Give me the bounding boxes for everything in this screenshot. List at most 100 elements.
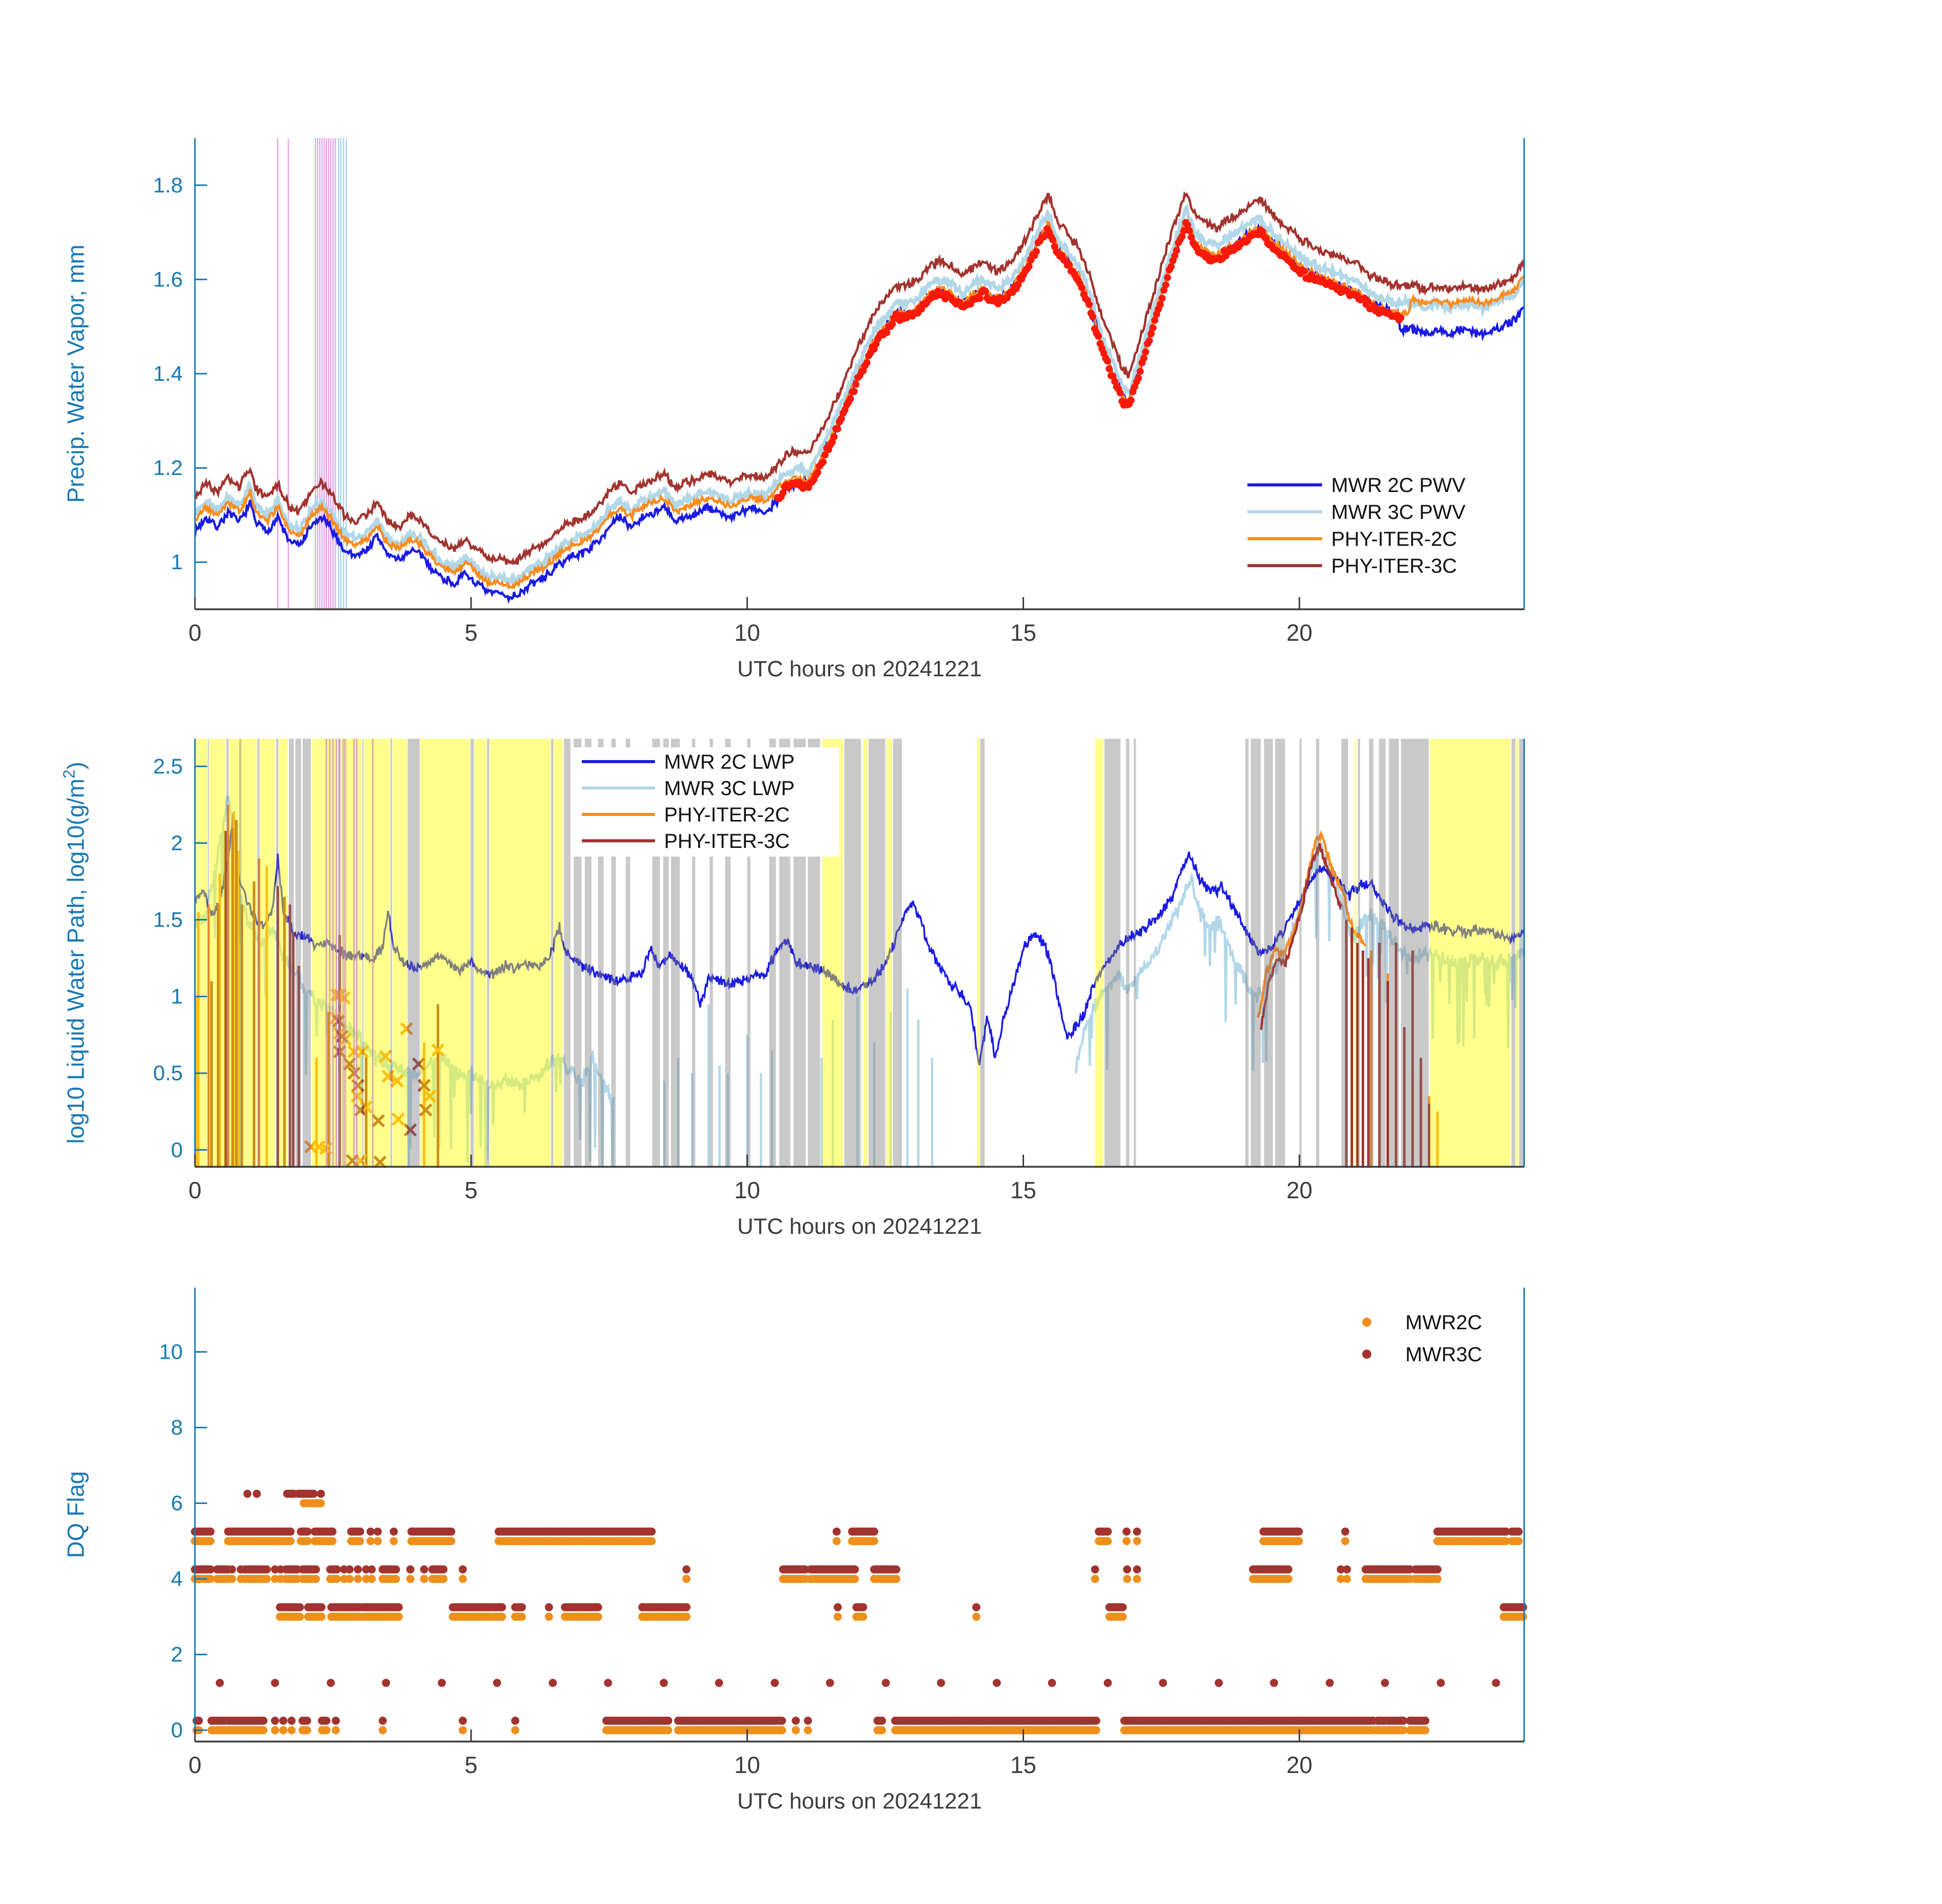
pwv-plot: 1 1.2 1.4 1.6 1.8 0 5 10 15 20 UTC hours on 202412…	[62, 138, 1525, 681]
dq-mwr3c-point	[594, 1603, 602, 1612]
pwv-red-dot	[1186, 227, 1193, 235]
lwp-gray-band	[564, 739, 571, 1167]
dq-mwr3c-point	[832, 1527, 841, 1536]
dq-mwr3c-point	[374, 1527, 382, 1536]
pwv-xtick-label: 15	[1010, 619, 1036, 646]
dq-xlabel: UTC hours on 20241221	[737, 1789, 982, 1814]
lwp-orange-x-marker	[390, 1074, 404, 1088]
pwv-red-dot	[1259, 227, 1266, 235]
lwp-gray-band	[390, 739, 392, 1167]
pwv-red-dot	[1105, 365, 1113, 373]
dq-mwr2c-point	[368, 1574, 376, 1583]
lwp-xlabel: UTC hours on 20241221	[737, 1214, 982, 1239]
pwv-legend-label: PHY-ITER-3C	[1331, 555, 1457, 577]
lwp-legend-label: PHY-ITER-3C	[664, 830, 789, 852]
lwp-ytick-label: 2	[171, 831, 183, 855]
pwv-red-dot	[1135, 374, 1142, 382]
dq-mwr2c-point	[1399, 1726, 1407, 1734]
dq-mwr2c-point	[406, 1574, 415, 1583]
lwp-series-mwr-3c-lwp-a	[195, 794, 615, 1168]
pwv-red-dot	[821, 451, 829, 459]
dq-mwr2c-point	[328, 1537, 337, 1546]
dq-mwr3c-point	[660, 1679, 668, 1687]
lwp-legend-label: MWR 3C LWP	[664, 777, 795, 800]
pwv-red-dot	[1095, 333, 1102, 340]
pwv-red-dot	[1136, 368, 1144, 375]
dq-mwr3c-point	[259, 1717, 268, 1725]
lwp-orange-x-marker	[431, 1043, 445, 1057]
lwp-gray-band	[868, 739, 885, 1167]
dq-ytick-label: 0	[171, 1718, 183, 1742]
lwp-gray-band	[208, 739, 209, 1167]
lwp-gray-band	[663, 739, 669, 1167]
pwv-red-dot	[847, 395, 854, 403]
dq-mwr3c-point	[937, 1679, 945, 1687]
dq-mwr3c-point	[1399, 1717, 1407, 1725]
dq-mwr3c-point	[1118, 1603, 1127, 1612]
dq-mwr2c-point	[394, 1613, 403, 1621]
dq-mwr2c-point	[317, 1613, 326, 1621]
dq-mwr3c-point	[498, 1603, 506, 1612]
pwv-red-dot	[1109, 372, 1116, 380]
dq-mwr3c-point	[206, 1565, 215, 1573]
dq-mwr3c-point	[287, 1717, 296, 1725]
dq-mwr3c-point	[237, 1565, 245, 1573]
pwv-red-dot	[1158, 294, 1166, 302]
dq-mwr3c-point	[1092, 1717, 1101, 1725]
pwv-red-dot	[829, 438, 836, 446]
lwp-gray-band	[844, 739, 861, 1167]
dq-mwr3c-point	[303, 1717, 311, 1725]
dq-mwr2c-point	[1123, 1574, 1131, 1583]
lwp-gray-band	[1401, 739, 1429, 1167]
lwp-gray-band	[1511, 739, 1516, 1167]
pwv-red-dot	[883, 329, 891, 336]
dq-mwr3c-point	[276, 1565, 285, 1573]
dq-mwr3c-point	[391, 1565, 400, 1573]
pwv-xtick-label: 5	[465, 619, 478, 646]
dq-mwr3c-point	[1270, 1679, 1278, 1687]
dq-ytick-label: 8	[171, 1416, 183, 1439]
dq-mwr2c-point	[1421, 1726, 1430, 1734]
lwp-gray-band	[487, 739, 489, 1167]
lwp-yellow-band	[886, 739, 892, 1167]
lwp-gray-band	[1358, 739, 1360, 1167]
dq-mwr3c-point	[317, 1603, 326, 1612]
dq-mwr2c-point	[420, 1574, 429, 1583]
dq-mwr3c-point	[353, 1565, 362, 1573]
pwv-red-dot	[1300, 268, 1308, 275]
lwp-gray-band	[1126, 739, 1130, 1167]
dq-mwr3c-point	[1159, 1679, 1167, 1687]
dq-mwr3c-point	[317, 1490, 325, 1498]
dq-axes: 0 2 4 6 8 10 0 5 10 15 20 UTC hours on 20241221	[159, 1288, 1525, 1814]
lwp-darkred-x-marker	[417, 1078, 431, 1092]
dq-mwr3c-point	[333, 1565, 341, 1573]
dq-mwr2c-point	[1284, 1574, 1293, 1583]
dq-mwr3c-point	[1122, 1527, 1131, 1536]
pwv-red-dot	[1173, 247, 1180, 254]
pwv-red-dot	[1142, 348, 1149, 356]
dq-mwr3c-point	[850, 1565, 859, 1573]
dq-mwr3c-point	[1133, 1527, 1141, 1536]
dq-mwr3c-point	[279, 1717, 287, 1725]
pwv-red-dot	[838, 415, 845, 422]
lwp-gray-band	[226, 739, 229, 1167]
dq-mwr3c-point	[368, 1565, 376, 1573]
pwv-xlabel: UTC hours on 20241221	[737, 656, 982, 681]
lwp-legend-label: MWR 2C LWP	[664, 751, 795, 773]
pwv-ytick-label: 1.6	[153, 267, 183, 291]
dq-mwr3c-point	[1103, 1527, 1112, 1536]
dq-xtick-label: 15	[1010, 1752, 1036, 1778]
dq-mwr3c-point	[1295, 1527, 1303, 1536]
pwv-red-dot	[1049, 236, 1057, 244]
pwv-red-dot	[1104, 357, 1111, 365]
dq-mwr3c-point	[604, 1679, 612, 1687]
pwv-red-dots	[774, 219, 1404, 502]
lwp-xtick-label: 0	[188, 1177, 202, 1203]
pwv-red-dot	[779, 489, 787, 497]
dq-mwr3c-point	[262, 1565, 271, 1573]
lwp-darkred-x-marker	[404, 1123, 417, 1137]
lwp-yellow-band	[489, 739, 551, 1167]
dq-mwr3c-point	[993, 1679, 1001, 1687]
dq-mwr2c-point	[664, 1726, 673, 1734]
dq-mwr2c-point	[322, 1726, 331, 1734]
